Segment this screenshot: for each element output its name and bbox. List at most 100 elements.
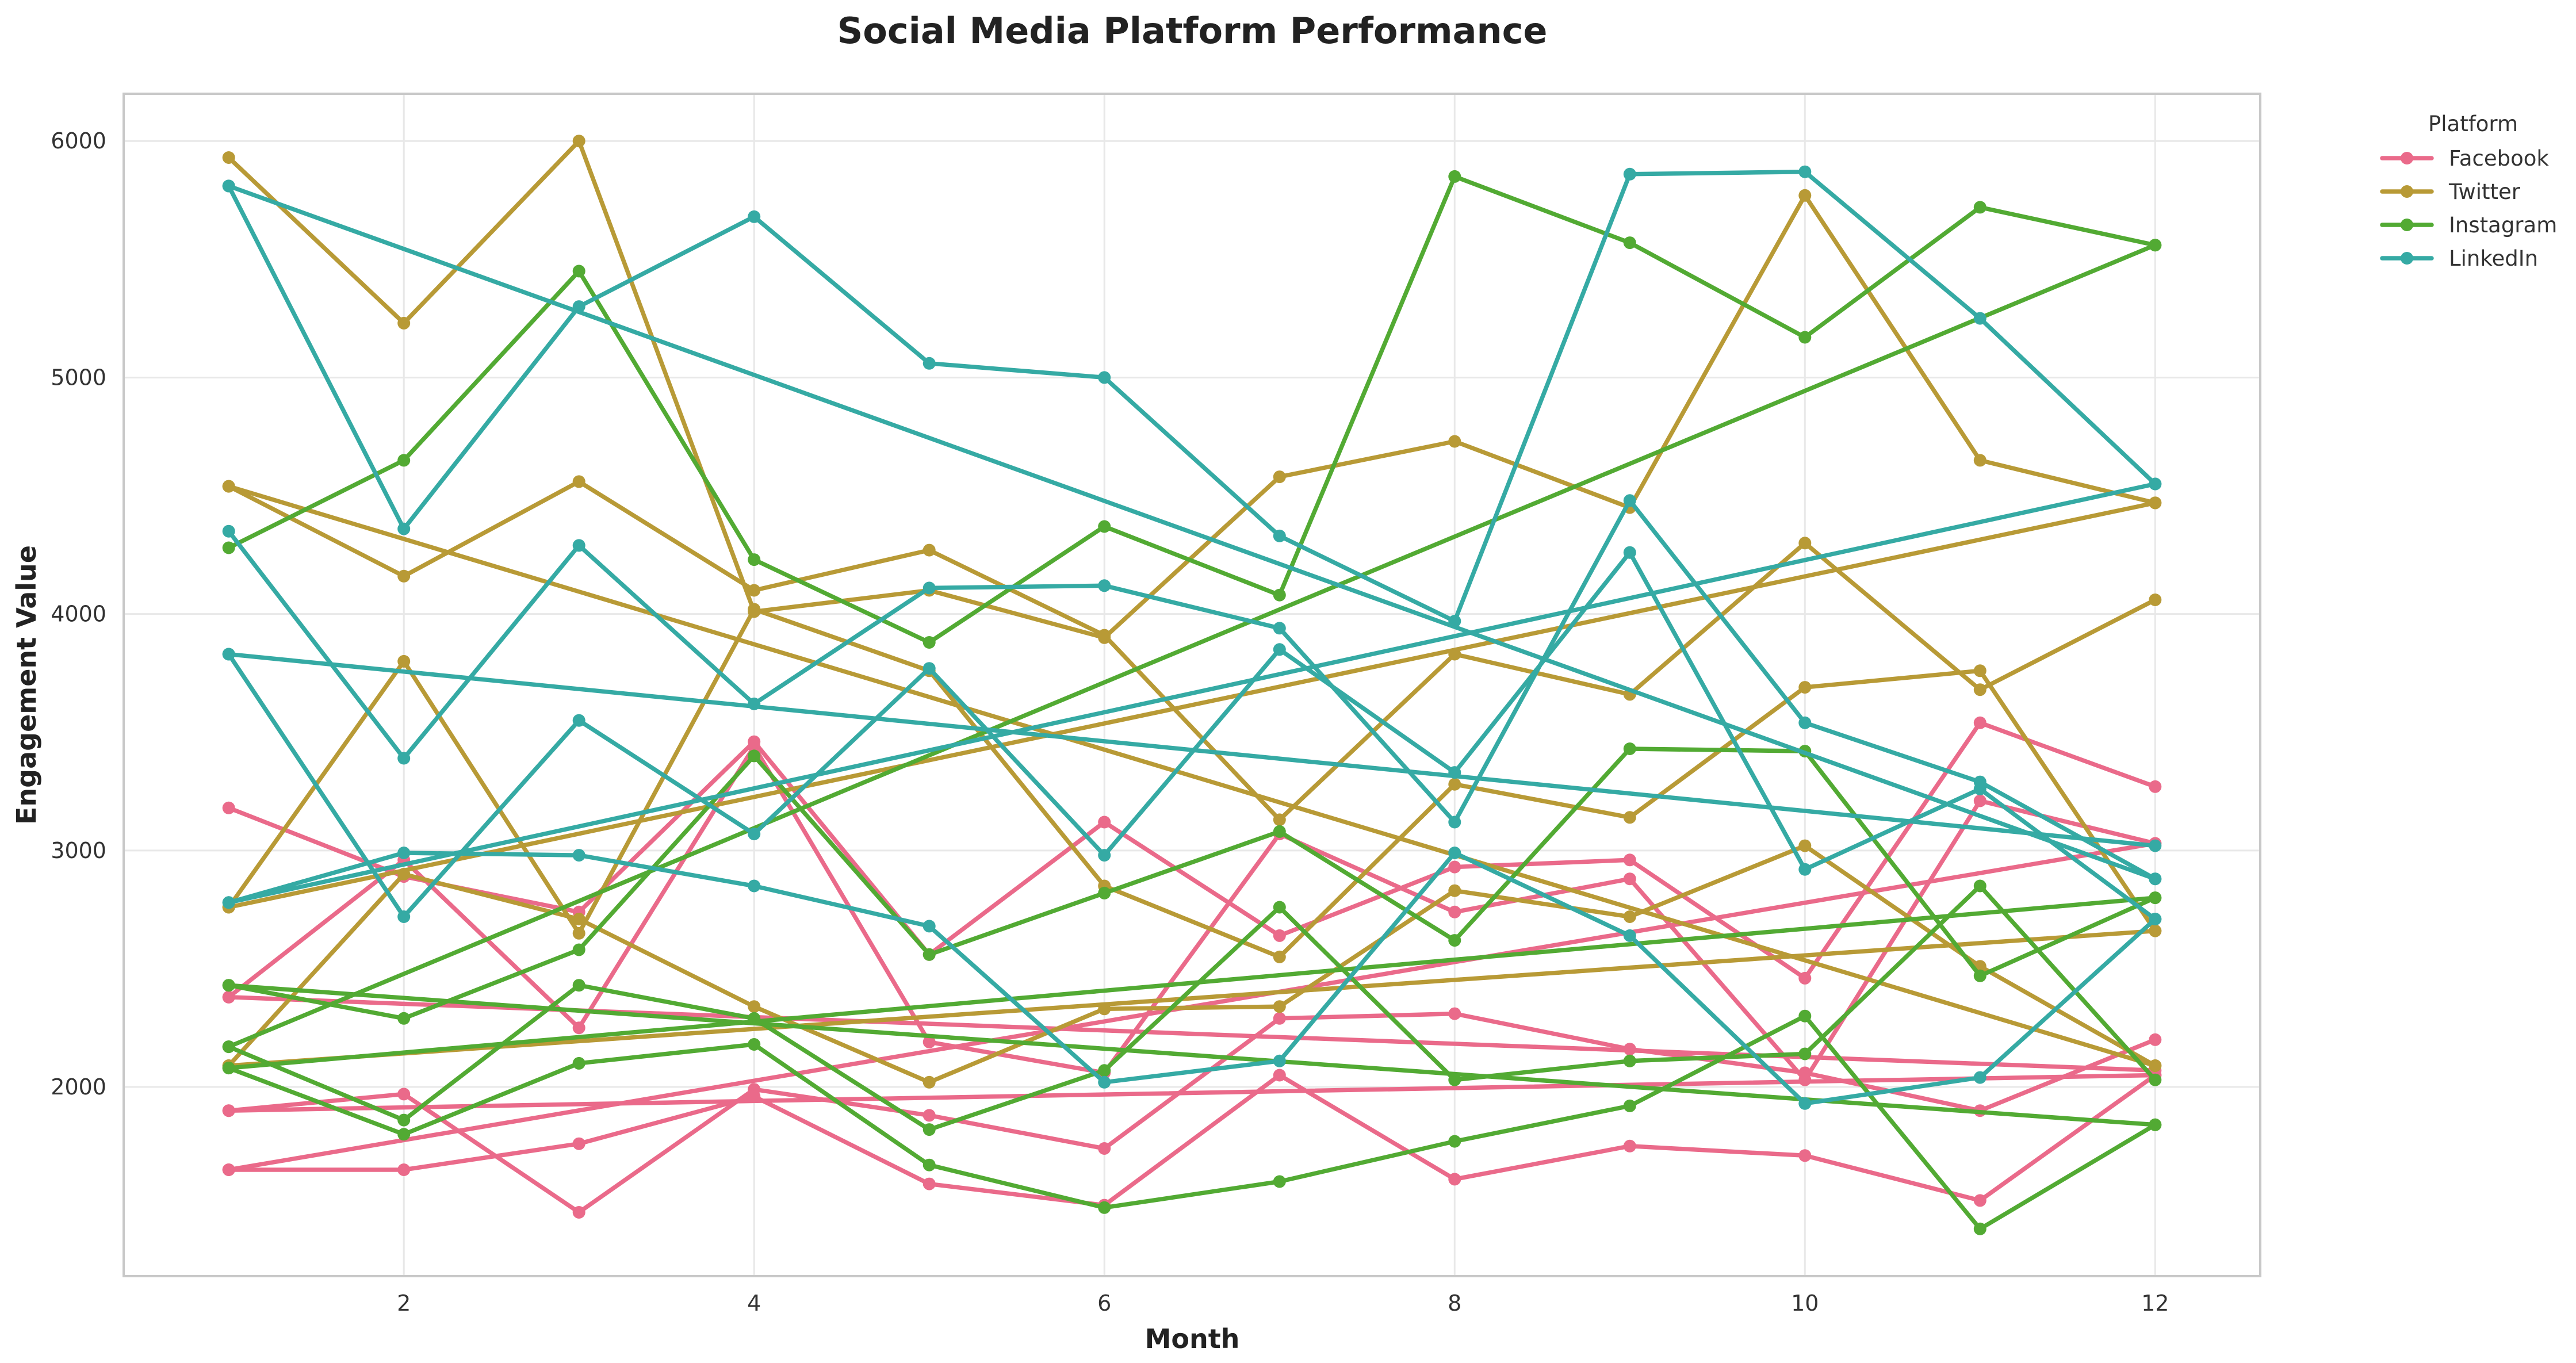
series-line — [226, 928, 2158, 1068]
y-tick-label: 5000 — [51, 365, 106, 390]
data-point — [1798, 1149, 1812, 1162]
data-point — [1273, 901, 1286, 914]
data-point — [1798, 1009, 1812, 1023]
data-point — [1973, 794, 1986, 807]
data-point — [1098, 1075, 1111, 1089]
x-tick-label: 10 — [1791, 1291, 1819, 1316]
legend-entry-linkedin: LinkedIn — [2380, 246, 2538, 271]
data-point — [572, 1056, 585, 1070]
series-line — [226, 498, 2158, 881]
data-point — [572, 1137, 585, 1150]
series-line — [226, 481, 2158, 905]
series-twitter — [222, 135, 2162, 1089]
data-point — [397, 569, 411, 583]
data-point — [222, 896, 235, 909]
data-point — [397, 522, 411, 535]
series-layer — [222, 135, 2162, 1235]
series-instagram — [222, 170, 2162, 1235]
x-tick-label: 4 — [747, 1291, 761, 1316]
data-point — [572, 1021, 585, 1035]
data-point — [923, 1158, 936, 1171]
legend-label: Instagram — [2449, 213, 2557, 238]
data-point — [1448, 170, 1461, 183]
data-point — [572, 265, 585, 278]
series-line — [226, 183, 2158, 881]
y-tick-label: 4000 — [51, 602, 106, 627]
data-point — [1448, 884, 1461, 897]
data-point — [1448, 1073, 1461, 1086]
data-point — [1448, 905, 1461, 918]
data-point — [2149, 891, 2162, 905]
data-point — [1623, 910, 1636, 923]
legend-marker — [2401, 185, 2413, 198]
data-point — [1973, 312, 1986, 325]
data-point — [572, 913, 585, 926]
data-point — [572, 943, 585, 956]
grid — [124, 94, 2260, 1276]
data-point — [1448, 435, 1461, 448]
legend-label: Facebook — [2449, 146, 2549, 171]
data-point — [1098, 371, 1111, 384]
data-point — [222, 524, 235, 538]
y-tick-label: 6000 — [51, 128, 106, 154]
data-point — [1798, 1066, 1812, 1079]
data-point — [1273, 813, 1286, 826]
data-point — [397, 654, 411, 668]
data-point — [1098, 886, 1111, 899]
data-point — [397, 1012, 411, 1025]
data-point — [1973, 454, 1986, 467]
data-point — [1973, 1071, 1986, 1084]
data-point — [222, 801, 235, 814]
data-point — [1273, 1175, 1286, 1188]
series-line — [226, 744, 2158, 1082]
data-point — [1098, 629, 1111, 642]
data-point — [397, 910, 411, 923]
legend: Platform Facebook Twitter Instagram LinkedI… — [2380, 112, 2557, 271]
data-point — [1973, 1194, 1986, 1207]
data-point — [923, 662, 936, 675]
data-point — [397, 1088, 411, 1101]
x-tick-label: 6 — [1097, 1291, 1111, 1316]
data-point — [397, 752, 411, 765]
data-point — [923, 1123, 936, 1136]
data-point — [1448, 860, 1461, 874]
series-line — [226, 851, 2158, 1106]
data-point — [1273, 588, 1286, 602]
series-line — [226, 169, 2158, 623]
data-point — [572, 539, 585, 552]
data-point — [1448, 847, 1461, 859]
data-point — [2149, 1073, 2162, 1086]
series-line — [226, 479, 2158, 822]
data-point — [1448, 1007, 1461, 1020]
data-point — [1448, 778, 1461, 791]
data-point — [222, 979, 235, 992]
series-line — [226, 746, 2158, 1021]
data-point — [1273, 929, 1286, 942]
data-point — [222, 1040, 235, 1054]
data-point — [1273, 950, 1286, 963]
data-point — [1973, 782, 1986, 795]
plot-area-frame — [123, 93, 2261, 1277]
data-point — [2149, 1033, 2162, 1046]
data-point — [397, 1113, 411, 1127]
data-point — [397, 1128, 411, 1141]
data-point — [2149, 1059, 2162, 1072]
data-point — [923, 357, 936, 370]
data-point — [572, 979, 585, 992]
data-point — [2149, 924, 2162, 937]
data-point — [1448, 815, 1461, 829]
series-line — [226, 895, 2158, 1070]
series-line — [226, 1073, 2158, 1208]
data-point — [222, 179, 235, 193]
series-line — [226, 550, 2158, 921]
data-point — [1273, 622, 1286, 635]
data-point — [1273, 643, 1286, 656]
data-point — [2149, 477, 2162, 491]
data-point — [923, 1075, 936, 1089]
data-point — [748, 1000, 761, 1013]
data-point — [923, 920, 936, 933]
data-point — [1623, 853, 1636, 867]
series-line — [226, 721, 2158, 981]
data-point — [1798, 537, 1812, 550]
